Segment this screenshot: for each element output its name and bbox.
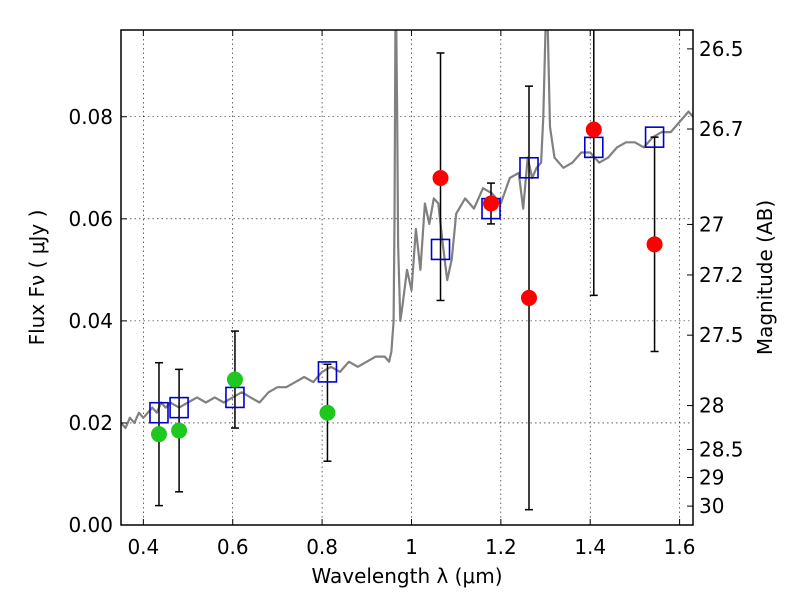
y2-tick-label: 28.5 xyxy=(699,437,744,461)
y2-tick-label: 26.7 xyxy=(699,117,744,141)
y2-tick-label: 29 xyxy=(699,466,724,490)
model-square-marker xyxy=(430,238,451,261)
y2-tick-label: 26.5 xyxy=(699,37,744,61)
y-tick-label: 0.00 xyxy=(68,513,113,537)
observed-nir-point xyxy=(520,289,537,306)
y-axis-title: Flux Fν ( μJy ) xyxy=(25,210,49,346)
y-tick-label: 0.06 xyxy=(68,207,113,231)
plot-area xyxy=(121,30,693,430)
observed-optical-point xyxy=(171,422,188,439)
y-tick-label: 0.08 xyxy=(68,105,113,129)
observed-nir-point xyxy=(585,121,602,138)
y-tick-label: 0.04 xyxy=(68,309,113,333)
x-tick-label: 0.6 xyxy=(217,535,249,559)
y2-axis-title: Magnitude (AB) xyxy=(753,200,777,355)
ticks: 0.4 0.6 0.8 1 1.2 1.4 1.6 0.00 0.02 0.04 0.06 0.08 2… xyxy=(68,30,744,559)
y2-tick-label: 27.5 xyxy=(699,323,744,347)
y2-tick-label: 27.2 xyxy=(699,263,744,287)
model-square-marker xyxy=(149,401,169,424)
x-tick-label: 1.6 xyxy=(664,535,696,559)
model-square-marker xyxy=(317,361,338,383)
observed-nir-point xyxy=(646,236,663,253)
x-tick-label: 0.4 xyxy=(127,535,159,559)
observed-nir-point xyxy=(432,169,449,186)
x-tick-label: 1.2 xyxy=(485,535,517,559)
spectrum-line xyxy=(121,30,693,430)
markers xyxy=(149,121,665,443)
model-square-marker xyxy=(644,126,665,148)
observed-nir-point xyxy=(483,195,500,212)
x-axis-title: Wavelength λ (μm) xyxy=(311,564,502,588)
observed-optical-point xyxy=(319,404,336,421)
y2-tick-label: 28 xyxy=(699,394,724,418)
model-square-marker xyxy=(519,156,539,179)
plot-frame xyxy=(120,29,694,526)
x-tick-label: 1 xyxy=(405,535,418,559)
x-tick-label: 1.4 xyxy=(574,535,606,559)
x-tick-label: 0.8 xyxy=(306,535,338,559)
observed-optical-point xyxy=(226,371,243,388)
model-square-marker xyxy=(169,396,189,419)
y2-tick-label: 30 xyxy=(699,494,724,518)
y-tick-label: 0.02 xyxy=(68,411,113,435)
y2-tick-label: 27 xyxy=(699,212,724,236)
observed-optical-point xyxy=(150,426,167,443)
